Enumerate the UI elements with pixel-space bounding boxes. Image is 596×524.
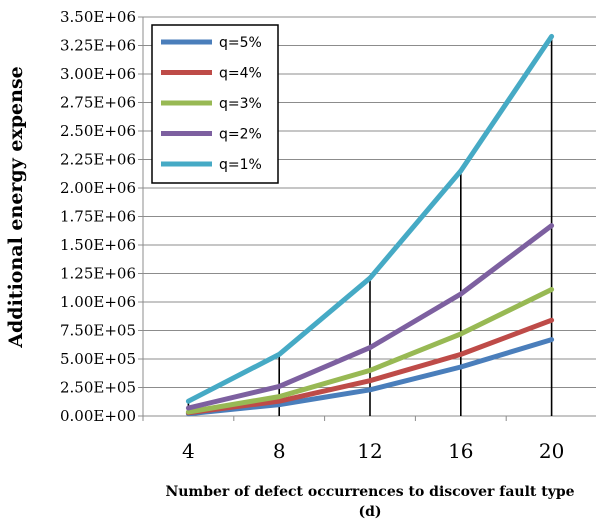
x-tick-label: 8 (273, 439, 286, 463)
y-tick-label: 3.00E+06 (60, 65, 136, 83)
series-line-q-4 (185, 317, 555, 416)
x-axis-title-line-2: (d) (358, 504, 381, 520)
legend-label: q=2% (219, 127, 262, 143)
y-tick-label: 5.00E+05 (60, 350, 136, 368)
x-axis-title-line-1: Number of defect occurrences to discover… (165, 484, 574, 500)
y-tick-label: 1.00E+06 (60, 293, 136, 311)
series-line-q-2 (185, 223, 555, 411)
x-tick-label: 12 (357, 439, 382, 463)
x-tick-label: 4 (182, 439, 195, 463)
x-tick-label: 20 (539, 439, 564, 463)
y-tick-label: 7.50E+05 (60, 322, 136, 340)
series-line-q-5 (185, 337, 555, 417)
series-lines (185, 33, 555, 417)
y-tick-label: 3.50E+06 (60, 8, 136, 26)
y-tick-labels: 0.00E+00 2.50E+05 5.00E+05 7.50E+05 1.00E+06… (60, 8, 136, 425)
legend-label: q=3% (219, 96, 262, 112)
series-line-q-3 (185, 287, 555, 415)
y-tick-label: 2.75E+06 (60, 94, 136, 112)
x-tick-label: 16 (448, 439, 473, 463)
y-tick-label: 1.50E+06 (60, 236, 136, 254)
y-tick-label: 1.75E+06 (60, 208, 136, 226)
y-tick-label: 3.25E+06 (60, 37, 136, 55)
y-tick-label: 2.00E+06 (60, 179, 136, 197)
y-tick-label: 0.00E+00 (60, 407, 136, 425)
x-tick-labels: 4 8 12 16 20 (182, 439, 564, 463)
series-line-q-1 (185, 33, 555, 404)
legend-label: q=1% (219, 157, 262, 173)
legend-label: q=4% (219, 66, 262, 82)
y-axis-title: Additional energy expense (5, 66, 27, 348)
legend: q=5% q=4% q=3% q=2% q=1% (151, 24, 279, 184)
y-tick-label: 1.25E+06 (60, 265, 136, 283)
legend-label: q=5% (219, 35, 262, 51)
y-tick-label: 2.50E+05 (60, 379, 136, 397)
y-tick-label: 2.25E+06 (60, 151, 136, 169)
y-tick-label: 2.50E+06 (60, 122, 136, 140)
